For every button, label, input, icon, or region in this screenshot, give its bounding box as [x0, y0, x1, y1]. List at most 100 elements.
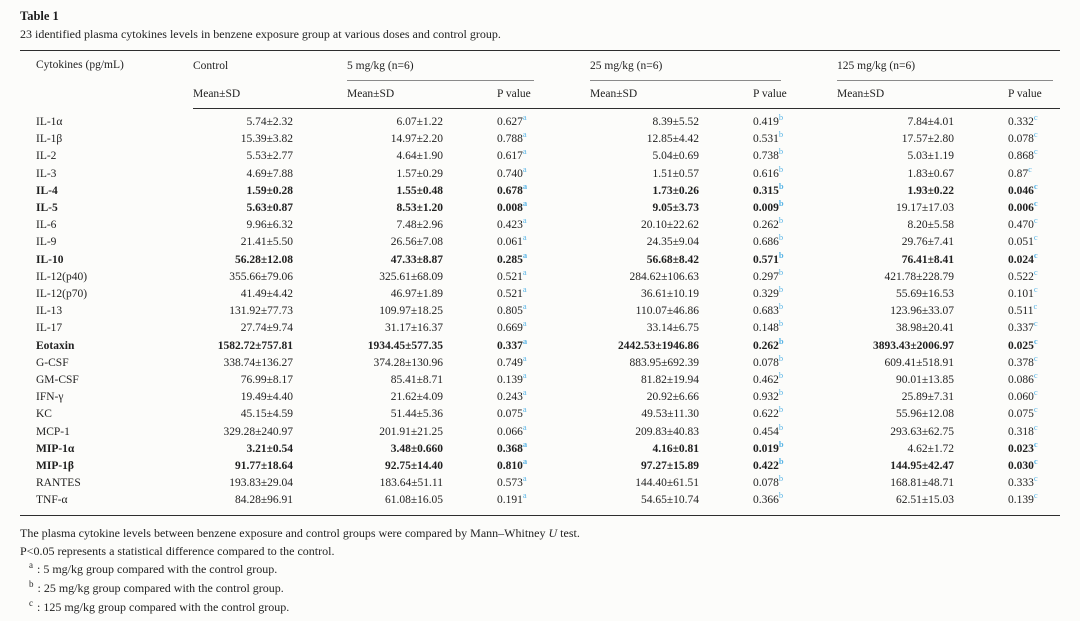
significance-superscript: b [778, 421, 784, 432]
mean-sd-cell: 27.74±9.74 [240, 322, 293, 335]
mean-sd-cell: 24.35±9.04 [646, 236, 700, 249]
mean-sd-cell: 883.95±692.39 [629, 356, 700, 369]
p-value-cell: 0.368a [497, 439, 528, 455]
mean-sd-cell: 325.61±68.09 [379, 270, 443, 283]
cytokine-name-cell: IL-12(p40) [36, 270, 88, 283]
cytokine-name-cell: KC [36, 408, 52, 421]
subheader-25mg-mean: Mean±SD [590, 81, 754, 109]
mean-sd-cell: 31.17±16.37 [384, 322, 443, 335]
mean-sd-cell: 1934.45±577.35 [367, 339, 443, 352]
p-value-cell: 0.616b [753, 163, 784, 180]
subheader-5mg-mean: Mean±SD [347, 81, 497, 109]
mean-sd-cell: 8.20±5.58 [907, 219, 955, 232]
significance-superscript: c [1033, 439, 1038, 450]
significance-superscript: b [778, 146, 784, 157]
footnote-a: a: 5 mg/kg group compared with the contr… [29, 559, 278, 576]
table-row: G-CSF 338.74±136.27 374.28±130.96 0.749a 883… [20, 353, 1060, 372]
mean-sd-cell: 76.99±8.17 [240, 374, 293, 387]
table-row: IL-2 5.53±2.77 4.64±1.90 0.617a 5.04±0.69 0.7… [20, 146, 1060, 165]
table-row: IL-12(p70) 41.49±4.42 46.97±1.89 0.521a 36.6… [20, 284, 1060, 303]
mean-sd-cell: 33.14±6.75 [646, 322, 700, 335]
significance-superscript: c [1033, 318, 1038, 329]
significance-superscript: a [522, 473, 527, 484]
p-value-cell: 0.522c [1008, 267, 1038, 283]
mean-sd-cell: 5.03±1.19 [907, 150, 955, 163]
p-value-cell: 0.419b [753, 112, 784, 128]
mean-sd-cell: 3.21±0.54 [246, 442, 293, 455]
significance-superscript: b [778, 353, 784, 364]
p-value-cell: 0.318c [1008, 421, 1038, 438]
mean-sd-cell: 81.82±19.94 [640, 374, 700, 387]
p-value-cell: 0.805a [497, 301, 527, 318]
mean-sd-cell: 21.62±4.09 [390, 391, 443, 404]
mean-sd-cell: 49.53±11.30 [641, 408, 700, 421]
mean-sd-cell: 55.69±16.53 [895, 288, 955, 301]
footnote-a-marker: a [29, 559, 33, 570]
table-row: MIP-1α 3.21±0.54 3.48±0.660 0.368a 4.16±0.81… [20, 439, 1060, 458]
p-value-cell: 0.006c [1008, 198, 1038, 215]
mean-sd-cell: 131.92±77.73 [229, 305, 293, 318]
mean-sd-cell: 8.53±1.20 [396, 202, 443, 215]
significance-superscript: c [1033, 249, 1038, 260]
table-row: IL-9 21.41±5.50 26.56±7.08 0.061a 24.35±9.04… [20, 232, 1060, 251]
p-value-cell: 0.008a [497, 198, 528, 215]
significance-superscript: b [778, 284, 784, 295]
cytokine-name-cell: IL-5 [36, 202, 58, 215]
mean-sd-cell: 144.95±42.47 [890, 460, 955, 473]
significance-superscript: b [778, 387, 784, 398]
table-row: IL-4 1.59±0.28 1.55±0.48 0.678a 1.73±0.26 0.3… [20, 180, 1060, 200]
p-value-cell: 0.297b [753, 267, 784, 283]
p-value-cell: 0.531b [753, 129, 784, 146]
p-value-cell: 0.315b [753, 180, 784, 197]
mean-sd-cell: 61.08±16.05 [384, 494, 443, 507]
p-value-cell: 0.617a [497, 146, 527, 163]
mean-sd-cell: 109.97±18.25 [379, 305, 443, 318]
cytokine-table: Cytokines (pg/mL) Control 5 mg/kg (n=6) … [20, 50, 1061, 516]
mean-sd-cell: 144.40±61.51 [635, 477, 700, 490]
p-value-cell: 0.078c [1008, 129, 1038, 146]
table-row: TNF-α 84.28±96.91 61.08±16.05 0.191a 54.65±1… [20, 490, 1060, 515]
group-header-125mgkg: 125 mg/kg (n=6) [837, 51, 1060, 81]
mean-sd-cell: 209.83±40.83 [635, 425, 700, 438]
significance-superscript: b [778, 129, 784, 140]
significance-superscript: c [1033, 284, 1038, 295]
p-value-cell: 0.686b [753, 232, 784, 249]
mean-sd-cell: 193.83±29.04 [229, 477, 293, 490]
mean-sd-cell: 4.64±1.90 [396, 150, 443, 163]
cytokine-name-cell: TNF-α [36, 494, 68, 507]
table-row: IL-12(p40) 355.66±79.06 325.61±68.09 0.521a… [20, 267, 1060, 286]
mean-sd-cell: 1.57±0.29 [396, 167, 443, 180]
significance-superscript: b [778, 490, 784, 501]
p-value-cell: 0.87c [1008, 163, 1032, 180]
significance-superscript: a [522, 404, 527, 415]
table-footnotes: The plasma cytokine levels between benze… [20, 524, 1060, 617]
significance-superscript: c [1033, 267, 1038, 277]
mean-sd-cell: 19.49±4.40 [240, 391, 293, 404]
subheader-25mg-pvalue: P value [753, 81, 838, 109]
significance-superscript: a [522, 439, 528, 450]
mean-sd-cell: 92.75±14.40 [384, 460, 443, 473]
mean-sd-cell: 329.28±240.97 [223, 425, 293, 438]
p-value-cell: 0.019b [753, 439, 784, 455]
significance-superscript: a [522, 370, 527, 381]
significance-superscript: a [522, 267, 527, 277]
p-value-cell: 0.454b [753, 421, 784, 438]
p-value-cell: 0.332c [1008, 112, 1038, 128]
mean-sd-cell: 284.62±106.63 [629, 270, 700, 283]
mean-sd-cell: 19.17±17.03 [895, 202, 955, 215]
footnote-b: b: 25 mg/kg group compared with the cont… [29, 578, 284, 595]
significance-superscript: a [522, 249, 528, 260]
mean-sd-cell: 91.77±18.64 [234, 460, 293, 473]
p-value-cell: 0.521a [497, 267, 527, 283]
significance-superscript: b [778, 439, 784, 450]
cytokine-name-cell: IL-9 [36, 236, 57, 249]
significance-superscript: a [522, 112, 527, 123]
significance-superscript: c [1033, 353, 1038, 364]
cytokine-name-cell: IL-13 [36, 305, 63, 318]
mean-sd-cell: 76.41±8.41 [901, 253, 955, 266]
significance-superscript: a [522, 318, 527, 329]
significance-superscript: a [522, 198, 528, 209]
mean-sd-cell: 46.97±1.89 [390, 288, 443, 301]
p-value-cell: 0.075c [1008, 404, 1038, 421]
subheader-125mg-mean: Mean±SD [837, 81, 1009, 109]
